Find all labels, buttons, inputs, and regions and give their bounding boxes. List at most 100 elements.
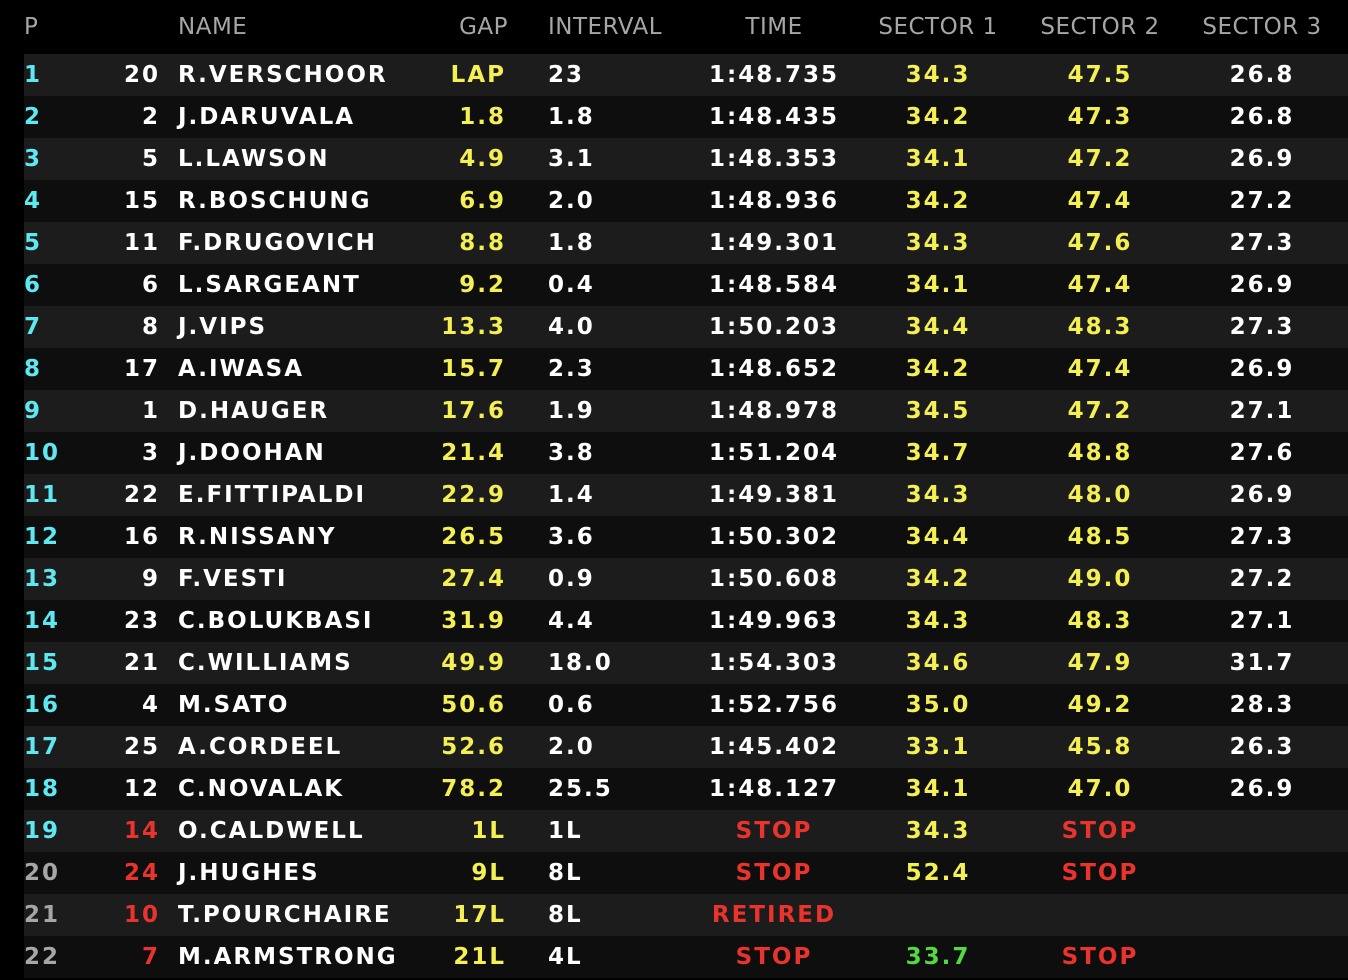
interval-value: 0.4 — [548, 272, 595, 298]
header-time[interactable]: TIME — [745, 14, 803, 40]
table-row[interactable]: 7 8 J.VIPS 13.3 4.0 1:50.203 34.4 48.3 2… — [24, 306, 1348, 348]
table-row[interactable]: 2 2 J.DARUVALA 1.8 1.8 1:48.435 34.2 47.… — [24, 96, 1348, 138]
table-row[interactable]: 12 16 R.NISSANY 26.5 3.6 1:50.302 34.4 4… — [24, 516, 1348, 558]
interval-value: 1L — [548, 818, 583, 844]
table-row[interactable]: 4 15 R.BOSCHUNG 6.9 2.0 1:48.936 34.2 47… — [24, 180, 1348, 222]
interval-value: 25.5 — [548, 776, 613, 802]
interval-value: 4.0 — [548, 314, 595, 340]
sector-1-time: 33.1 — [905, 734, 971, 760]
header-sector-3[interactable]: SECTOR 3 — [1202, 14, 1322, 40]
car-number: 16 — [123, 524, 160, 550]
lap-time: 1:48.435 — [709, 104, 839, 130]
header-interval[interactable]: INTERVAL — [548, 14, 663, 40]
interval-value: 4.4 — [548, 608, 595, 634]
sector-1-time: 34.3 — [905, 62, 971, 88]
sector-2-time: 47.5 — [1067, 62, 1133, 88]
interval-value: 2.0 — [548, 188, 595, 214]
sector-3-time: 26.3 — [1229, 734, 1295, 760]
table-row[interactable]: 17 25 A.CORDEEL 52.6 2.0 1:45.402 33.1 4… — [24, 726, 1348, 768]
sector-1-time: 34.3 — [905, 608, 971, 634]
table-row[interactable]: 10 3 J.DOOHAN 21.4 3.8 1:51.204 34.7 48.… — [24, 432, 1348, 474]
sector-2-time: 48.0 — [1067, 482, 1133, 508]
sector-1-time: 34.1 — [905, 146, 971, 172]
lap-status: STOP — [735, 944, 813, 970]
sector-2-time: 47.4 — [1067, 188, 1133, 214]
car-number: 12 — [123, 776, 160, 802]
position: 3 — [24, 146, 43, 172]
header-name[interactable]: NAME — [178, 14, 248, 40]
sector-2-time: 45.8 — [1067, 734, 1133, 760]
table-row[interactable]: 22 7 M.ARMSTRONG 21L 4L STOP 33.7 STOP — [24, 936, 1348, 978]
table-row[interactable]: 13 9 F.VESTI 27.4 0.9 1:50.608 34.2 49.0… — [24, 558, 1348, 600]
table-row[interactable]: 5 11 F.DRUGOVICH 8.8 1.8 1:49.301 34.3 4… — [24, 222, 1348, 264]
sector-2-time: 47.3 — [1067, 104, 1133, 130]
header-gap[interactable]: GAP — [459, 14, 508, 40]
table-row[interactable]: 18 12 C.NOVALAK 78.2 25.5 1:48.127 34.1 … — [24, 768, 1348, 810]
car-number: 7 — [141, 944, 160, 970]
lap-time: 1:49.301 — [709, 230, 839, 256]
header-position[interactable]: P — [24, 14, 39, 40]
sector-2-time: 48.3 — [1067, 314, 1133, 340]
driver-name: F.VESTI — [178, 566, 288, 592]
interval-value: 1.4 — [548, 482, 595, 508]
sector-2-status: STOP — [1061, 860, 1139, 886]
driver-name: O.CALDWELL — [178, 818, 365, 844]
table-row[interactable]: 6 6 L.SARGEANT 9.2 0.4 1:48.584 34.1 47.… — [24, 264, 1348, 306]
driver-name: L.LAWSON — [178, 146, 330, 172]
table-row[interactable]: 19 14 O.CALDWELL 1L 1L STOP 34.3 STOP — [24, 810, 1348, 852]
sector-2-status: STOP — [1061, 818, 1139, 844]
driver-name: E.FITTIPALDI — [178, 482, 367, 508]
interval-value: 3.1 — [548, 146, 595, 172]
driver-name: A.CORDEEL — [178, 734, 343, 760]
table-row[interactable]: 16 4 M.SATO 50.6 0.6 1:52.756 35.0 49.2 … — [24, 684, 1348, 726]
sector-1-time: 34.1 — [905, 272, 971, 298]
gap-value: 22.9 — [441, 482, 506, 508]
car-number: 10 — [123, 902, 160, 928]
table-row[interactable]: 20 24 J.HUGHES 9L 8L STOP 52.4 STOP — [24, 852, 1348, 894]
lap-time: 1:45.402 — [709, 734, 839, 760]
position: 19 — [24, 818, 61, 844]
table-row[interactable]: 15 21 C.WILLIAMS 49.9 18.0 1:54.303 34.6… — [24, 642, 1348, 684]
header-sector-2[interactable]: SECTOR 2 — [1040, 14, 1160, 40]
table-row[interactable]: 11 22 E.FITTIPALDI 22.9 1.4 1:49.381 34.… — [24, 474, 1348, 516]
gap-value: 4.9 — [459, 146, 506, 172]
sector-1-time: 34.3 — [905, 818, 971, 844]
gap-value: 52.6 — [441, 734, 506, 760]
sector-1-time: 34.4 — [905, 524, 971, 550]
interval-value: 23 — [548, 62, 585, 88]
position: 5 — [24, 230, 43, 256]
table-row[interactable]: 8 17 A.IWASA 15.7 2.3 1:48.652 34.2 47.4… — [24, 348, 1348, 390]
car-number: 14 — [123, 818, 160, 844]
header-sector-1[interactable]: SECTOR 1 — [878, 14, 998, 40]
car-number: 8 — [141, 314, 160, 340]
gap-value: 9.2 — [459, 272, 506, 298]
lap-status: RETIRED — [711, 902, 837, 928]
interval-value: 1.8 — [548, 230, 595, 256]
position: 18 — [24, 776, 61, 802]
sector-1-time: 34.2 — [905, 356, 971, 382]
interval-value: 0.6 — [548, 692, 595, 718]
sector-2-time: 47.4 — [1067, 356, 1133, 382]
car-number: 17 — [123, 356, 160, 382]
car-number: 3 — [141, 440, 160, 466]
table-row[interactable]: 3 5 L.LAWSON 4.9 3.1 1:48.353 34.1 47.2 … — [24, 138, 1348, 180]
gap-value: 13.3 — [441, 314, 506, 340]
driver-name: J.DOOHAN — [178, 440, 326, 466]
sector-1-time: 34.2 — [905, 566, 971, 592]
table-row[interactable]: 9 1 D.HAUGER 17.6 1.9 1:48.978 34.5 47.2… — [24, 390, 1348, 432]
lap-time: 1:52.756 — [709, 692, 839, 718]
table-row[interactable]: 1 20 R.VERSCHOOR LAP 23 1:48.735 34.3 47… — [24, 54, 1348, 96]
lap-time: 1:48.652 — [709, 356, 839, 382]
car-number: 20 — [123, 62, 160, 88]
gap-value: LAP — [450, 62, 506, 88]
position: 15 — [24, 650, 61, 676]
sector-2-time: 47.2 — [1067, 146, 1133, 172]
sector-2-time: 48.3 — [1067, 608, 1133, 634]
lap-time: 1:48.936 — [709, 188, 839, 214]
car-number: 15 — [123, 188, 160, 214]
table-row[interactable]: 14 23 C.BOLUKBASI 31.9 4.4 1:49.963 34.3… — [24, 600, 1348, 642]
sector-1-time: 34.2 — [905, 188, 971, 214]
table-row[interactable]: 21 10 T.POURCHAIRE 17L 8L RETIRED — [24, 894, 1348, 936]
driver-name: M.ARMSTRONG — [178, 944, 398, 970]
driver-name: C.BOLUKBASI — [178, 608, 374, 634]
